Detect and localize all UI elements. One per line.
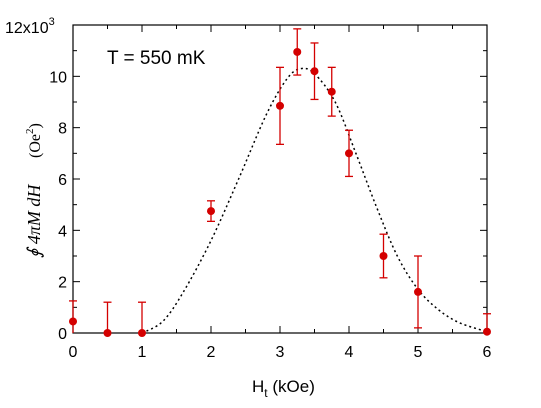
data-points-group (69, 28, 491, 337)
y-axis-title: ∮ 4πM dH (Oe2) (24, 123, 44, 258)
y-axis-title-units: (Oe2) (24, 123, 44, 158)
fit-curve (141, 67, 488, 334)
y-tick-label: 4 (58, 223, 67, 240)
data-point (345, 149, 353, 158)
y-axis-title-math: ∮ 4πM dH (24, 184, 44, 258)
fit-curve-group (141, 67, 488, 334)
x-tick-label: 5 (414, 344, 423, 361)
data-point (327, 87, 336, 96)
x-tick-label: 2 (207, 344, 216, 361)
temperature-annotation: T = 550 mK (107, 48, 206, 69)
data-point (103, 329, 112, 337)
x-tick-label: 1 (138, 344, 147, 361)
y-tick-label: 10 (49, 69, 67, 86)
data-point (293, 47, 302, 56)
data-point (379, 252, 388, 260)
y-multiplier-label: 12x103 (5, 16, 55, 37)
y-tick-label: 2 (58, 275, 67, 292)
x-tick-label: 6 (483, 344, 492, 361)
data-point (276, 101, 284, 110)
y-tick-label: 0 (58, 326, 67, 343)
data-point (310, 67, 319, 76)
y-tick-label: 6 (58, 172, 67, 189)
data-point (483, 327, 491, 336)
x-axis-title: Ht (kOe) (252, 377, 315, 400)
data-point (138, 329, 146, 337)
data-point (207, 207, 215, 216)
data-point (69, 317, 77, 326)
y-tick-label: 8 (58, 121, 67, 138)
axis-ticks: 0 1 2 3 4 5 6 0 2 4 6 8 10 (49, 25, 492, 361)
x-tick-label: 0 (69, 344, 78, 361)
data-point (414, 287, 422, 296)
x-tick-label: 4 (345, 344, 354, 361)
x-tick-label: 3 (276, 344, 285, 361)
